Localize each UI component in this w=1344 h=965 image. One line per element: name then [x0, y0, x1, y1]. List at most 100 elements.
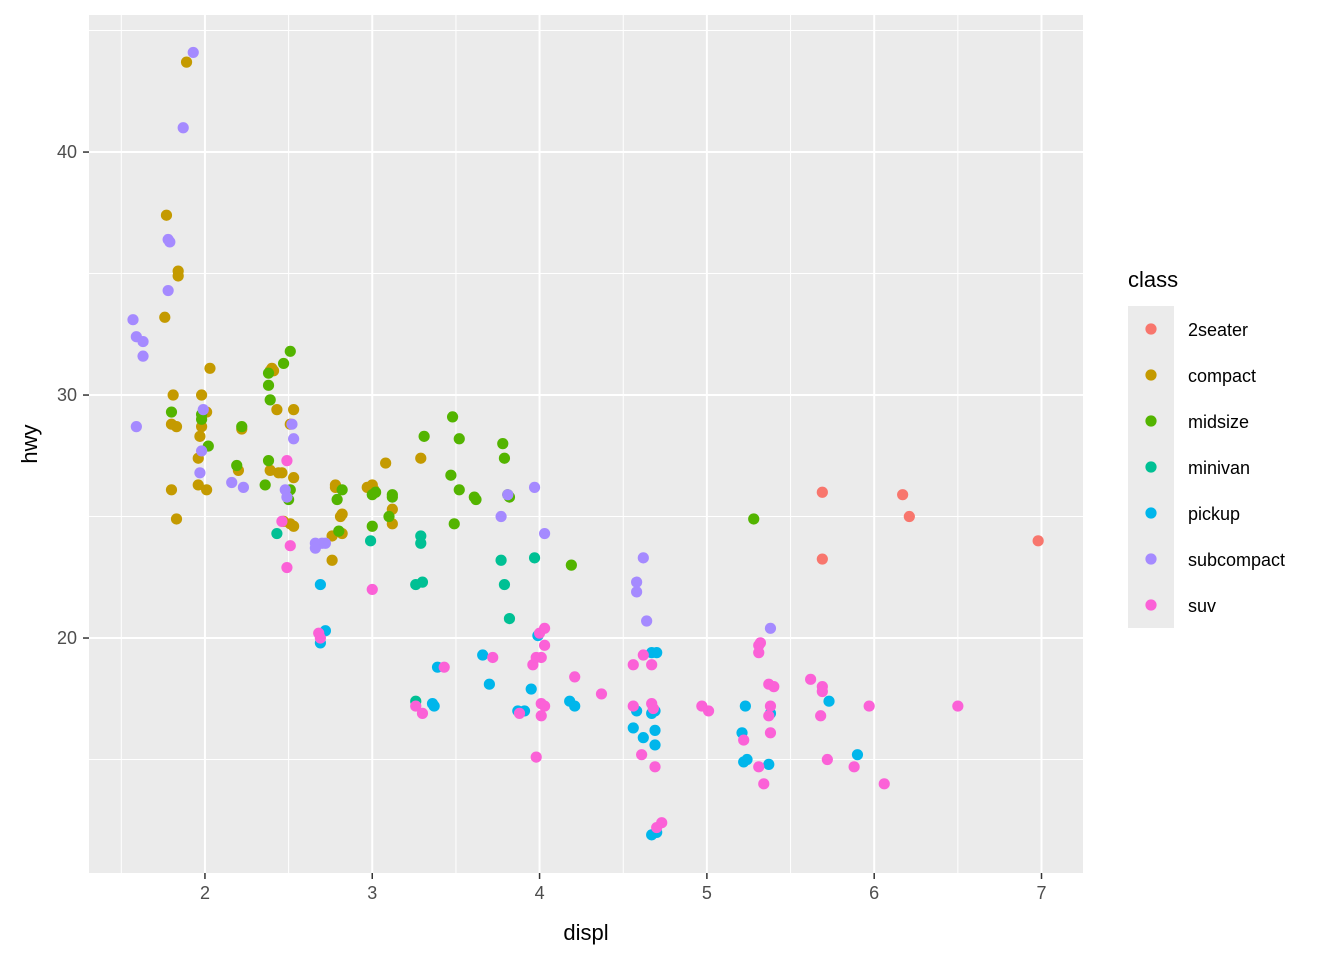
point-2seater	[816, 553, 828, 565]
point-pickup	[763, 758, 775, 770]
point-suv	[530, 751, 542, 763]
point-subcompact	[319, 537, 332, 549]
point-compact	[288, 472, 300, 484]
legend-label: subcompact	[1188, 550, 1285, 570]
legend-title: class	[1128, 267, 1178, 292]
point-suv	[848, 761, 860, 773]
point-pickup	[637, 732, 649, 744]
point-suv	[281, 455, 293, 467]
point-suv	[627, 659, 639, 671]
point-subcompact	[177, 122, 189, 134]
point-subcompact	[309, 542, 321, 554]
point-suv	[276, 515, 288, 527]
point-midsize	[418, 430, 430, 442]
point-midsize	[336, 484, 348, 496]
point-subcompact	[495, 510, 507, 523]
point-2seater	[897, 489, 909, 501]
x-axis-title: displ	[563, 920, 608, 945]
point-suv	[535, 710, 547, 722]
point-suv	[513, 707, 526, 719]
point-compact	[271, 404, 283, 416]
legend-label: pickup	[1188, 504, 1240, 524]
point-subcompact	[237, 481, 250, 493]
point-suv	[487, 651, 499, 664]
point-2seater	[903, 510, 915, 523]
point-subcompact	[502, 489, 514, 501]
point-subcompact	[538, 527, 551, 540]
point-subcompact	[197, 404, 209, 416]
point-midsize	[196, 413, 208, 425]
point-subcompact	[194, 467, 206, 479]
point-minivan	[416, 576, 429, 588]
point-compact	[167, 389, 179, 401]
gridlines	[89, 15, 1083, 873]
point-compact	[192, 479, 204, 491]
point-subcompact	[164, 236, 176, 248]
point-suv	[647, 702, 659, 715]
point-suv	[952, 700, 964, 712]
point-compact	[288, 404, 300, 416]
point-midsize	[262, 455, 275, 467]
point-midsize	[259, 479, 271, 491]
point-compact	[160, 209, 173, 221]
x-tick-label: 5	[702, 883, 712, 903]
x-tick-label: 6	[869, 883, 879, 903]
point-suv	[702, 705, 715, 717]
point-pickup	[426, 698, 439, 710]
point-suv	[805, 673, 817, 685]
legend-label: midsize	[1188, 412, 1249, 432]
point-compact	[196, 389, 208, 401]
point-midsize	[498, 452, 511, 464]
point-subcompact	[130, 421, 142, 433]
legend-key-subcompact	[1145, 553, 1157, 565]
point-pickup	[649, 724, 661, 736]
point-subcompact	[281, 491, 293, 503]
point-midsize	[470, 493, 482, 506]
point-suv	[863, 700, 875, 712]
point-compact	[165, 484, 178, 496]
point-suv	[754, 637, 767, 649]
point-compact	[288, 520, 300, 532]
point-2seater	[1032, 535, 1044, 547]
point-minivan	[415, 537, 427, 549]
point-pickup	[569, 700, 581, 712]
point-suv	[281, 561, 293, 574]
point-midsize	[277, 357, 290, 370]
point-suv	[535, 651, 547, 664]
x-tick-label: 2	[200, 883, 210, 903]
y-tick-label: 20	[57, 628, 77, 648]
legend-key-pickup	[1145, 507, 1157, 519]
point-minivan	[364, 535, 377, 547]
point-compact	[159, 311, 171, 323]
point-subcompact	[226, 476, 238, 489]
point-minivan	[503, 612, 516, 625]
point-minivan	[495, 554, 507, 566]
point-subcompact	[641, 615, 653, 627]
point-compact	[326, 554, 338, 566]
point-suv	[821, 753, 833, 766]
point-suv	[314, 632, 326, 644]
point-midsize	[264, 394, 276, 406]
point-compact	[194, 430, 206, 442]
point-midsize	[231, 459, 243, 472]
point-suv	[410, 700, 422, 712]
point-midsize	[370, 486, 382, 498]
point-suv	[758, 778, 770, 790]
point-pickup	[525, 683, 537, 695]
point-suv	[878, 778, 890, 790]
legend: class 2seater compact midsize minivan pickup…	[1128, 267, 1285, 628]
point-subcompact	[764, 622, 777, 634]
point-compact	[276, 467, 288, 479]
point-suv	[646, 659, 658, 671]
point-subcompact	[288, 433, 300, 445]
point-minivan	[528, 552, 541, 564]
point-midsize	[446, 411, 459, 423]
point-pickup	[651, 647, 663, 659]
point-suv	[538, 639, 551, 651]
point-midsize	[331, 493, 343, 506]
point-midsize	[262, 379, 275, 391]
point-suv	[538, 622, 551, 634]
point-subcompact	[162, 284, 174, 297]
point-subcompact	[286, 418, 298, 430]
